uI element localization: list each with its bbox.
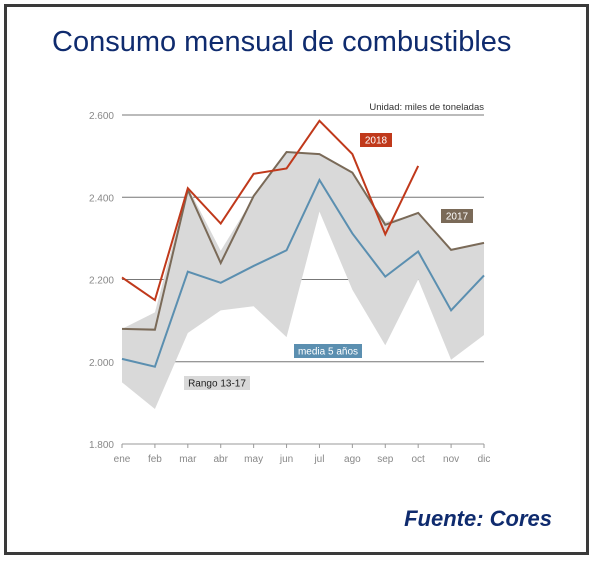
range-band-area <box>122 152 484 410</box>
x-tick-label: ene <box>114 454 131 465</box>
y-tick-label: 2.000 <box>89 358 114 369</box>
x-tick-label: abr <box>214 454 229 465</box>
x-tick-label: nov <box>443 454 459 465</box>
label-2017-box <box>441 209 473 223</box>
range-band <box>122 152 484 410</box>
unit-note: Unidad: miles de toneladas <box>369 102 484 113</box>
series-line-2018 <box>121 119 420 302</box>
label-media: media 5 años <box>298 347 358 358</box>
source-note: Fuente: Cores <box>404 506 552 531</box>
series-lines <box>121 119 485 368</box>
series-line-2017 <box>121 150 485 331</box>
x-tick-label: sep <box>377 454 394 465</box>
x-tick-label: dic <box>478 454 491 465</box>
label-2018: 2018 <box>365 136 388 147</box>
label-media-box <box>294 344 362 358</box>
y-tick-label: 2.200 <box>89 276 114 287</box>
label-2018-box <box>360 133 392 147</box>
y-tick-label: 2.400 <box>89 193 114 204</box>
x-tick-label: oct <box>412 454 426 465</box>
x-tick-label: mar <box>179 454 197 465</box>
x-tick-label: may <box>244 454 263 465</box>
x-tick-label: jul <box>313 454 324 465</box>
tick-labels: 1.800 2.000 2.200 2.400 2.600 ene feb mar abr may… <box>89 102 490 465</box>
y-tick-label: 2.600 <box>89 111 114 122</box>
series-line-media-5-años <box>121 177 485 368</box>
label-2017: 2017 <box>446 212 469 223</box>
series-labels: 2018 2017 media 5 años Rango 13-17 <box>184 133 473 390</box>
y-tick-label: 1.800 <box>89 440 114 451</box>
chart-title: Consumo mensual de combustibles <box>52 26 512 58</box>
label-range-box <box>184 376 250 390</box>
label-range: Rango 13-17 <box>188 379 246 390</box>
x-tick-label: feb <box>148 454 162 465</box>
x-tick-label: jun <box>279 454 293 465</box>
x-tick-label: ago <box>344 454 361 465</box>
